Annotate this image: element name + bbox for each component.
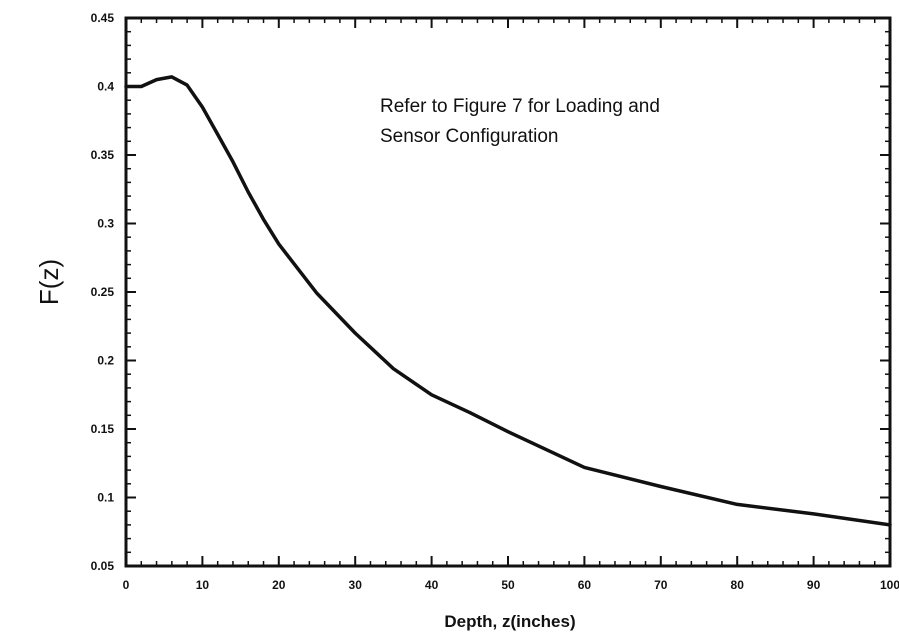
y-tick-label: 0.15 xyxy=(91,422,115,436)
annotation-line-1: Refer to Figure 7 for Loading and xyxy=(380,96,660,117)
x-tick-label: 10 xyxy=(196,578,210,592)
x-tick-label: 40 xyxy=(425,578,439,592)
y-tick-label: 0.4 xyxy=(97,80,114,94)
x-tick-label: 20 xyxy=(272,578,286,592)
x-tick-label: 50 xyxy=(501,578,515,592)
x-tick-label: 70 xyxy=(654,578,668,592)
x-tick-label: 0 xyxy=(123,578,130,592)
x-tick-labels: 0 10 20 30 40 50 60 70 80 90 100 xyxy=(123,578,899,592)
x-tick-label: 60 xyxy=(578,578,592,592)
x-tick-label: 80 xyxy=(731,578,745,592)
y-tick-label: 0.1 xyxy=(97,491,114,505)
x-tick-label: 30 xyxy=(349,578,363,592)
y-tick-label: 0.2 xyxy=(97,354,114,368)
y-axis-title: F(z) xyxy=(34,259,64,305)
x-tick-label: 100 xyxy=(880,578,899,592)
y-tick-label: 0.25 xyxy=(91,285,115,299)
y-tick-label: 0.05 xyxy=(91,559,115,573)
y-tick-label: 0.3 xyxy=(97,217,114,231)
annotation-line-2: Sensor Configuration xyxy=(380,126,559,147)
y-tick-label: 0.35 xyxy=(91,148,115,162)
y-tick-labels: 0.05 0.1 0.15 0.2 0.25 0.3 0.35 0.4 0.45 xyxy=(91,11,115,573)
x-axis-title: Depth, z(inches) xyxy=(444,612,575,631)
x-tick-label: 90 xyxy=(807,578,821,592)
y-tick-label: 0.45 xyxy=(91,11,115,25)
